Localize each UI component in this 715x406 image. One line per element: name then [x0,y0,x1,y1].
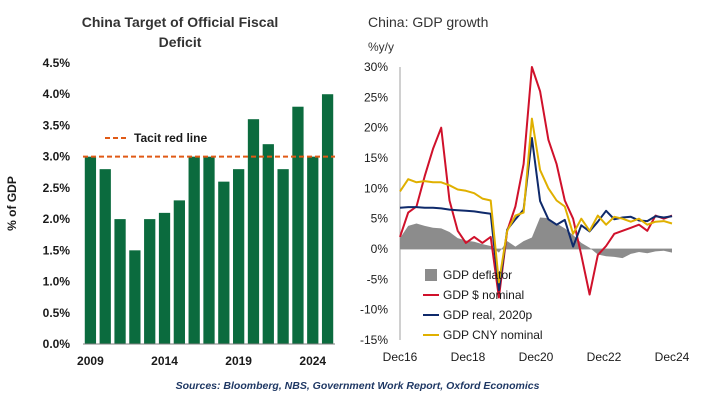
bar-2011 [114,219,126,344]
y-tick-label: 2.0% [43,212,71,226]
y-tick-label: 1.0% [43,275,71,289]
legend-label: GDP $ nominal [443,288,524,302]
bar-2020 [247,119,260,344]
chart-title: China: GDP growth [368,14,488,30]
bar-2023 [292,106,304,344]
y-tick-label: 3.5% [43,118,71,132]
x-tick-label: 2009 [77,354,104,368]
y-tick-label: 0.0% [43,337,71,351]
legend-label: GDP deflator [443,268,512,282]
bar-2018 [218,181,230,344]
legend-label: GDP real, 2020p [443,308,532,322]
x-tick-label: Dec24 [655,350,690,364]
y-tick-label: 25% [364,90,388,104]
bar-2017 [203,156,215,344]
y-tick-label: 2.5% [43,181,71,195]
fiscal-deficit-chart: China Target of Official Fiscal Deficit 0.… [5,14,335,368]
y-tick-label: 1.5% [43,243,71,257]
y-tick-label: 30% [364,60,388,74]
bar-2025 [321,94,334,344]
x-tick-label: Dec22 [587,350,622,364]
bar-2021 [262,144,274,344]
y-tick-label: 3.0% [43,150,71,164]
bar-2013 [144,219,156,344]
legend-label: GDP CNY nominal [443,328,543,342]
reference-line-label: Tacit red line [134,131,207,145]
bar-2014 [158,212,171,344]
chart-title-line: Deficit [159,34,202,50]
y-tick-label: 0% [371,242,389,256]
bar-2012 [129,250,141,344]
bar-2009 [84,156,97,344]
y-tick-label: 4.0% [43,87,71,101]
series-area-gdp-deflator [400,217,672,259]
series-line-gdp-real-2020p [399,137,673,292]
x-tick-label: 2024 [299,354,326,368]
x-tick-label: 2014 [151,354,178,368]
gdp-growth-chart: China: GDP growth %y/y -15% -10% -5% 0% 5% 10% 1… [360,14,690,364]
y-tick-label: 0.5% [43,306,71,320]
x-tick-label: Dec18 [451,350,486,364]
y-tick-label: 15% [364,151,388,165]
y-tick-label: 10% [364,181,388,195]
bar-2024 [307,156,319,344]
x-tick-label: 2019 [225,354,252,368]
bar-2022 [277,169,289,344]
y-tick-label: -5% [367,272,389,286]
x-tick-label: Dec16 [383,350,418,364]
y-tick-label: -10% [360,303,388,317]
chart-title-line: China Target of Official Fiscal [82,14,279,30]
y-tick-label: 20% [364,121,388,135]
y-axis-label: % of GDP [5,176,19,231]
bar-2010 [99,169,111,344]
y-tick-label: 4.5% [43,56,71,70]
y-axis-unit: %y/y [368,40,394,54]
y-tick-label: -15% [360,333,388,347]
y-tick-label: 5% [371,212,389,226]
series-line-gdp-cny-nominal [399,117,673,284]
sources-note: Sources: Bloomberg, NBS, Government Work… [175,380,540,392]
x-tick-label: Dec20 [519,350,554,364]
bar-2016 [188,156,200,344]
bar-2019 [233,169,245,344]
bar-2015 [173,200,185,344]
legend-swatch [425,269,437,281]
series-line-gdp-nominal [399,66,673,299]
